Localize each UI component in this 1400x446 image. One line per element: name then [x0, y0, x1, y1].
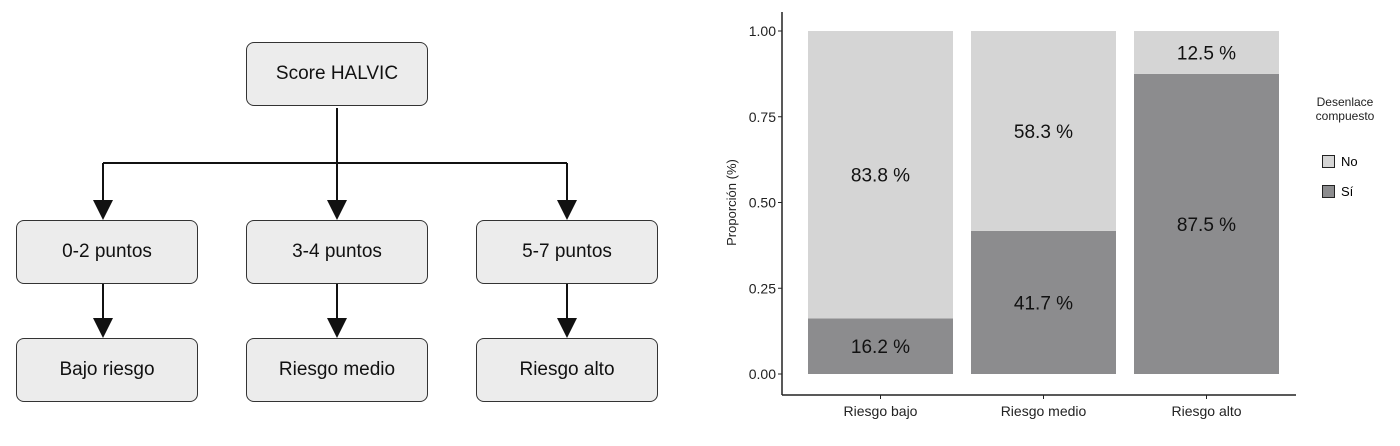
- data-label: 83.8 %: [851, 166, 910, 187]
- data-label: 12.5 %: [1177, 43, 1236, 64]
- y-axis-label: Proporción (%): [724, 159, 739, 246]
- legend-swatch: [1322, 155, 1335, 168]
- diagram-connectors: [93, 108, 577, 338]
- x-tick-label: Riesgo medio: [1001, 403, 1087, 419]
- data-label: 58.3 %: [1014, 122, 1073, 143]
- y-tick-label: 0.75: [749, 109, 776, 125]
- legend-title-line: compuesto: [1315, 109, 1375, 123]
- bar-segment: [1134, 73, 1279, 374]
- score-halvic-box: Score HALVIC: [246, 42, 428, 106]
- data-label: 87.5 %: [1177, 215, 1236, 236]
- bar-segment: [971, 31, 1116, 231]
- data-label: 16.2 %: [851, 337, 910, 358]
- legend-item-si: Sí: [1322, 184, 1353, 199]
- medium-risk-box: Riesgo medio: [246, 338, 428, 402]
- bar-segment: [808, 318, 953, 374]
- low-risk-box: Bajo riesgo: [16, 338, 198, 402]
- points-0-2-box: 0-2 puntos: [16, 220, 198, 284]
- legend-title: Desenlace compuesto: [1300, 95, 1390, 123]
- legend-label: No: [1341, 154, 1358, 169]
- legend-item-no: No: [1322, 154, 1358, 169]
- high-risk-box: Riesgo alto: [476, 338, 658, 402]
- bar-segment: [808, 31, 953, 319]
- y-tick-label: 0.00: [749, 366, 776, 382]
- legend-label: Sí: [1341, 184, 1354, 199]
- y-tick-label: 0.50: [749, 195, 776, 211]
- y-tick-label: 1.00: [749, 23, 776, 39]
- points-3-4-box: 3-4 puntos: [246, 220, 428, 284]
- points-5-7-box: 5-7 puntos: [476, 220, 658, 284]
- legend-swatch: [1322, 185, 1335, 198]
- legend-title-line: Desenlace: [1316, 95, 1374, 109]
- bar-segment: [971, 230, 1116, 374]
- x-tick-label: Riesgo bajo: [844, 403, 918, 419]
- y-tick-label: 0.25: [749, 280, 776, 296]
- x-tick-label: Riesgo alto: [1171, 403, 1241, 419]
- data-label: 41.7 %: [1014, 293, 1073, 314]
- bar-segment: [1134, 31, 1279, 74]
